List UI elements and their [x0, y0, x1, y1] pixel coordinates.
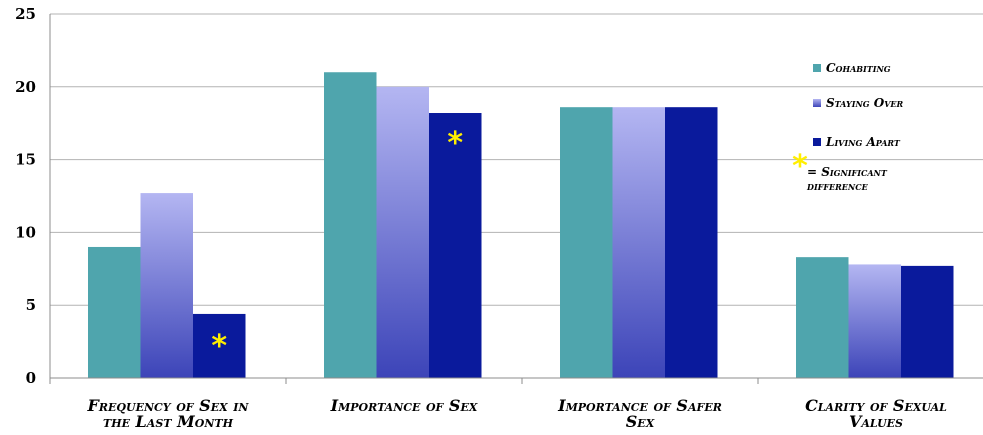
- bars: **: [88, 72, 954, 379]
- y-tick-label: 25: [15, 5, 36, 23]
- category-label: Importance of Sex: [330, 396, 478, 415]
- bar-cohabiting-1: [324, 72, 377, 379]
- significance-star-icon: *: [211, 329, 227, 364]
- category-label: the Last Month: [103, 412, 234, 431]
- bar-staying-over-3: [848, 264, 901, 378]
- bar-living-apart-2: [665, 107, 718, 379]
- y-axis: 0 5 10 15 20 25: [15, 5, 51, 387]
- y-tick-label: 10: [15, 223, 36, 241]
- category-label: Frequency of Sex in: [87, 396, 250, 415]
- legend-swatch: [813, 138, 821, 146]
- category-label: Values: [849, 412, 903, 431]
- y-tick-label: 15: [15, 151, 36, 169]
- significance-legend-label: = Significant: [807, 165, 888, 179]
- legend-swatch: [813, 99, 821, 107]
- bar-cohabiting-0: [88, 246, 141, 378]
- category-label: Importance of Safer: [557, 396, 722, 415]
- bar-living-apart-1: [429, 113, 482, 379]
- significance-star-icon: *: [447, 126, 463, 161]
- significance-legend-label: difference: [806, 179, 869, 193]
- bar-cohabiting-2: [560, 107, 613, 379]
- bar-staying-over-0: [140, 193, 193, 378]
- bar-living-apart-3: [901, 265, 954, 378]
- category-label: Sex: [626, 412, 655, 431]
- legend: Cohabiting Staying Over Living Apart * = Sig…: [792, 61, 903, 193]
- bar-staying-over-2: [612, 107, 665, 379]
- bar-cohabiting-3: [796, 257, 849, 378]
- legend-star-icon: *: [792, 149, 808, 184]
- bar-living-apart-0: [193, 313, 246, 378]
- y-tick-label: 5: [26, 296, 36, 314]
- y-tick-label: 0: [26, 369, 36, 387]
- legend-label: Staying Over: [826, 96, 904, 110]
- legend-label: Cohabiting: [826, 61, 891, 75]
- bar-staying-over-1: [376, 86, 429, 379]
- y-tick-label: 20: [15, 78, 36, 96]
- category-label: Clarity of Sexual: [805, 396, 947, 415]
- legend-swatch: [813, 64, 821, 72]
- legend-label: Living Apart: [825, 135, 901, 149]
